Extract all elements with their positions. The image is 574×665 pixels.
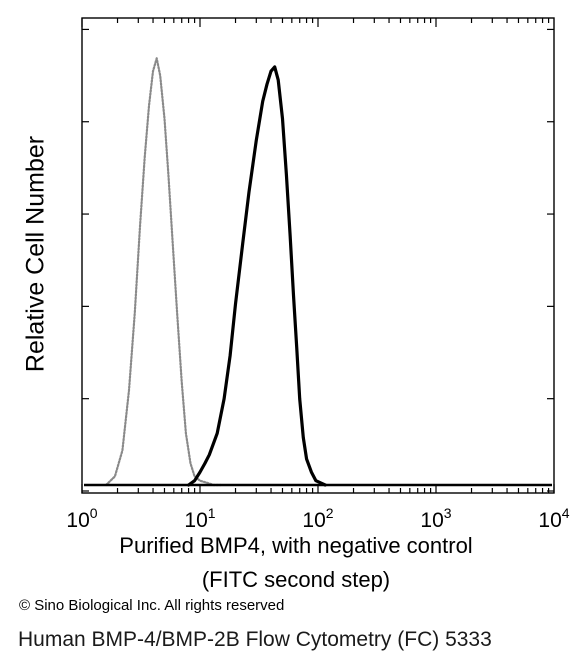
series-layer: [84, 57, 552, 487]
x-tick-label: 100: [66, 505, 97, 532]
x-tick-label-exponent: 2: [326, 505, 334, 521]
x-tick-label-exponent: 1: [208, 505, 216, 521]
x-tick-labels: 100 101 102 103 104: [66, 505, 569, 532]
x-tick-label: 104: [538, 505, 569, 532]
x-tick-label-exponent: 4: [562, 505, 570, 521]
x-tick-label: 102: [302, 505, 333, 532]
x-tick-label-exponent: 3: [444, 505, 452, 521]
plot-frame: [81, 17, 555, 494]
copyright-notice: © Sino Biological Inc. All rights reserv…: [19, 597, 285, 614]
x-tick-label-base: 10: [66, 509, 89, 532]
x-tick-label-base: 10: [538, 509, 561, 532]
figure-caption: Human BMP-4/BMP-2B Flow Cytometry (FC) 5…: [18, 628, 492, 651]
x-tick-label: 103: [420, 505, 451, 532]
x-axis-label-line2: (FITC second step): [201, 567, 391, 592]
negative-control-histogram: [104, 57, 222, 487]
y-axis-label: Relative Cell Number: [21, 135, 50, 373]
x-tick-label: 101: [184, 505, 215, 532]
axis-ticks: [81, 18, 555, 493]
x-tick-label-exponent: 0: [90, 505, 98, 521]
x-tick-label-base: 10: [302, 509, 325, 532]
x-tick-label-base: 10: [184, 509, 207, 532]
x-tick-label-base: 10: [420, 509, 443, 532]
bmp4-stained-histogram: [187, 65, 327, 487]
x-axis-label-line1: Purified BMP4, with negative control: [119, 533, 473, 558]
